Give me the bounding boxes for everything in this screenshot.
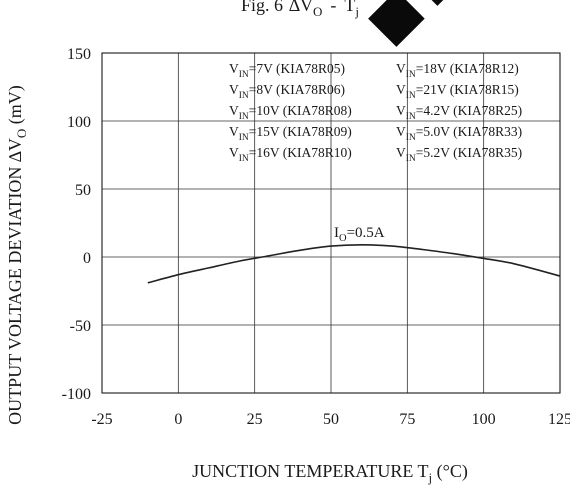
- y-axis-ticks: 150 100 50 0 -50 -100: [62, 46, 91, 403]
- y-tick-label: 100: [67, 114, 91, 131]
- watermark: [368, 0, 453, 47]
- y-axis-title: OUTPUT VOLTAGE DEVIATION ∆VO (mV): [5, 85, 29, 425]
- legend-entry: VIN=8V (KIA78R06): [229, 82, 345, 101]
- x-tick-label: 75: [399, 411, 415, 428]
- plot-border: [101, 52, 561, 394]
- x-axis-ticks: -25 0 25 50 75 100 125: [91, 411, 570, 428]
- chart-title: Fig. 6 ∆VO - Tj: [241, 0, 359, 19]
- x-tick-label: 0: [174, 411, 182, 428]
- y-tick-label: -50: [70, 318, 91, 335]
- series-layer: [147, 243, 561, 284]
- y-tick-label: 150: [67, 46, 91, 63]
- x-tick-label: 125: [548, 411, 570, 428]
- x-tick-label: 100: [472, 411, 496, 428]
- legend-entry: VIN=18V (KIA78R12): [396, 61, 519, 80]
- x-tick-label: -25: [91, 411, 112, 428]
- x-axis-title: JUNCTION TEMPERATURE Tj (°C): [192, 461, 468, 485]
- legend-entry: VIN=10V (KIA78R08): [229, 103, 352, 122]
- plot-frame: [101, 52, 561, 394]
- legend-entry: VIN=4.2V (KIA78R25): [396, 103, 522, 122]
- x-tick-label: 50: [323, 411, 339, 428]
- y-tick-label: 50: [75, 182, 91, 199]
- legend-entry: VIN=15V (KIA78R09): [229, 124, 352, 143]
- legend-entry: VIN=7V (KIA78R05): [229, 61, 345, 80]
- x-tick-label: 25: [247, 411, 263, 428]
- y-tick-label: -100: [62, 386, 91, 403]
- legend-entry: VIN=5.0V (KIA78R33): [396, 124, 522, 143]
- legend: VIN=7V (KIA78R05) VIN=8V (KIA78R06) VIN=10…: [229, 61, 522, 164]
- legend-entry: VIN=5.2V (KIA78R35): [396, 145, 522, 164]
- legend-entry: VIN=21V (KIA78R15): [396, 82, 519, 101]
- legend-entry: VIN=16V (KIA78R10): [229, 145, 352, 164]
- y-tick-label: 0: [83, 250, 91, 267]
- load-current-annotation: IO=0.5A: [334, 225, 385, 244]
- series-line-0: [147, 243, 561, 284]
